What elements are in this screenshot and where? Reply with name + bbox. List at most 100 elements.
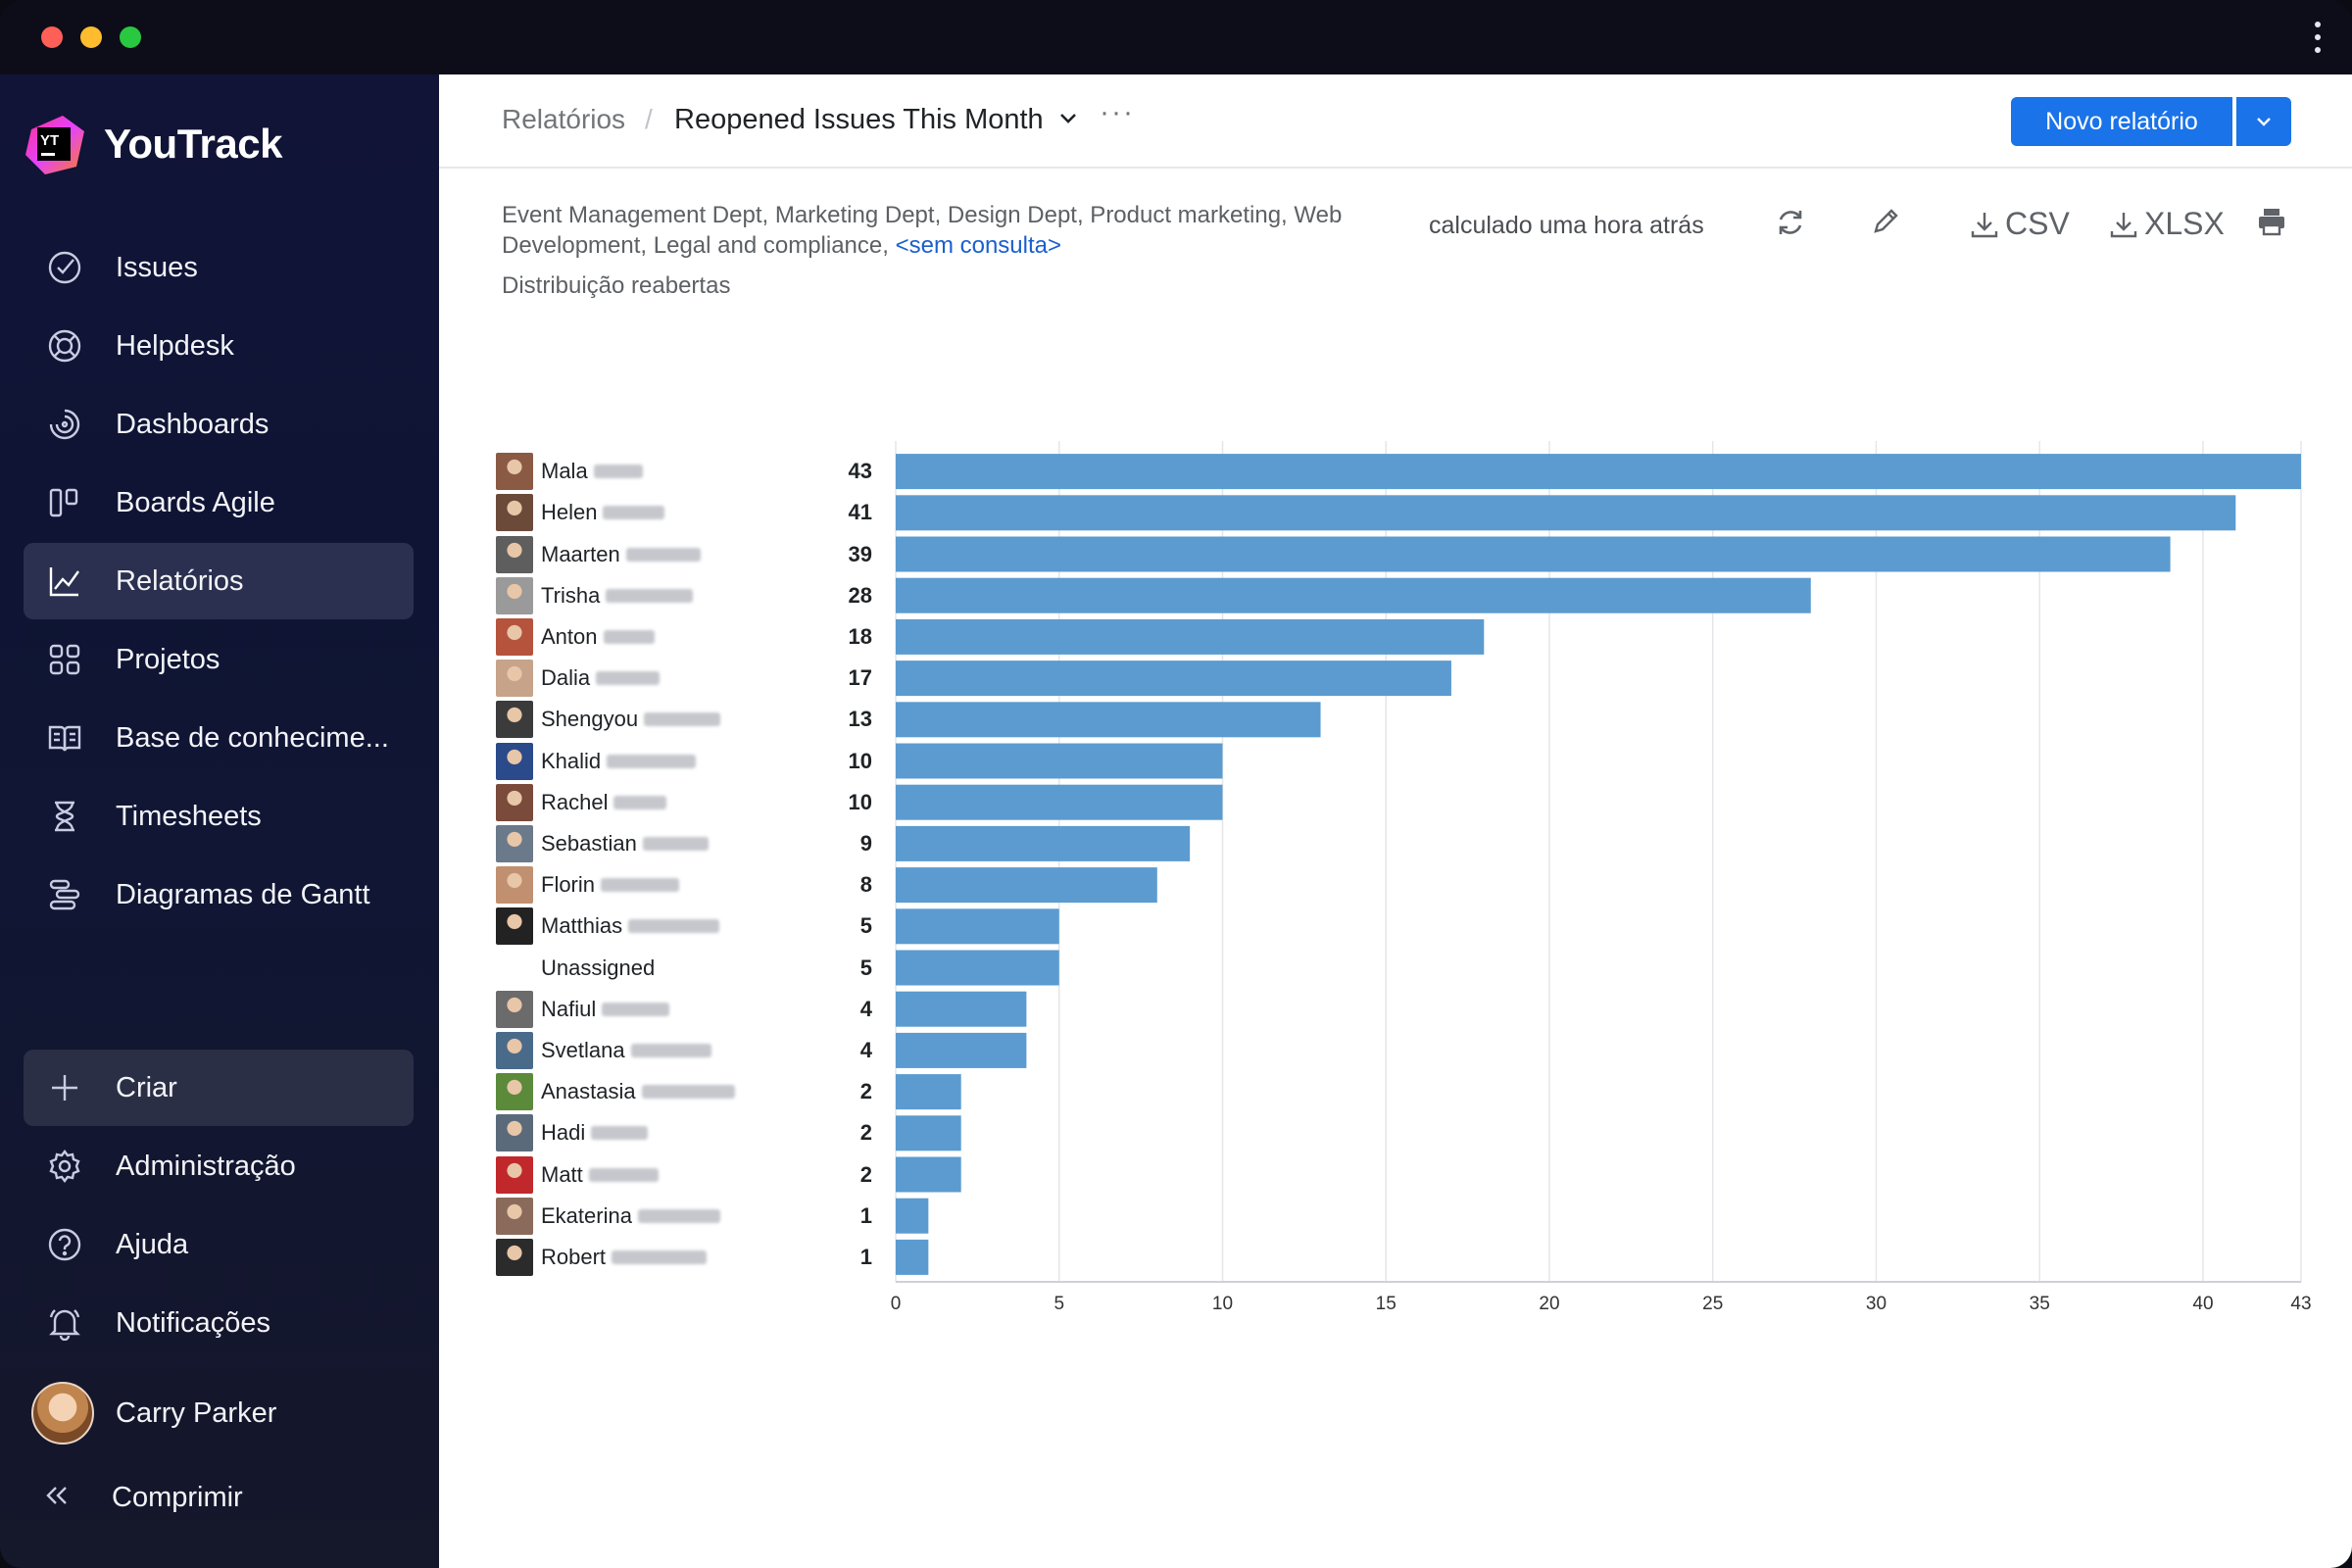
bar-anton[interactable] (896, 618, 1485, 655)
assignee-name: Unassigned (541, 955, 656, 980)
bar-florin[interactable] (896, 867, 1157, 904)
row-label-florin[interactable]: Florin (496, 866, 680, 905)
bar-khalid[interactable] (896, 743, 1223, 779)
assignee-name: Helen (541, 500, 598, 525)
bar-mala[interactable] (896, 454, 2301, 490)
row-label-helen[interactable]: Helen (496, 494, 665, 532)
row-label-matthias[interactable]: Matthias (496, 907, 720, 946)
svg-text:YT: YT (40, 132, 59, 149)
redacted-surname (628, 919, 720, 934)
bar-trisha[interactable] (896, 577, 1811, 613)
row-label-anton[interactable]: Anton (496, 617, 655, 656)
row-label-matt[interactable]: Matt (496, 1155, 659, 1194)
chevron-down-icon[interactable] (1058, 112, 1078, 130)
sidebar-item-dashboards[interactable]: Dashboards (24, 386, 414, 463)
report-projects-description: Event Management Dept, Marketing Dept, D… (502, 200, 1364, 261)
edit-button[interactable] (1870, 206, 1901, 237)
close-window-button[interactable] (41, 26, 63, 48)
bar-svetlana[interactable] (896, 1032, 1027, 1068)
redacted-surname (642, 836, 709, 851)
row-label-rachel[interactable]: Rachel (496, 783, 667, 821)
sidebar-item-projects[interactable]: Projetos (24, 621, 414, 698)
row-label-svetlana[interactable]: Svetlana (496, 1031, 711, 1069)
bar-unassigned[interactable] (896, 950, 1059, 986)
bar-anastasia[interactable] (896, 1074, 961, 1110)
row-label-robert[interactable]: Robert (496, 1238, 708, 1276)
bar-robert[interactable] (896, 1239, 929, 1275)
sidebar-item-administration[interactable]: Administração (24, 1128, 414, 1204)
query-link[interactable]: <sem consulta> (895, 232, 1062, 259)
sidebar-item-helpdesk[interactable]: Helpdesk (24, 308, 414, 384)
export-csv-label: CSV (2005, 206, 2070, 241)
avatar (496, 1155, 533, 1194)
sidebar-item-issues[interactable]: Issues (24, 229, 414, 306)
export-xlsx-button[interactable]: XLSX (2109, 206, 2225, 242)
bar-rachel[interactable] (896, 784, 1223, 820)
create-button[interactable]: Criar (24, 1050, 414, 1126)
assignee-name: Maarten (541, 541, 620, 566)
bar-value-label: 2 (859, 1079, 872, 1104)
brand[interactable]: YT YouTrack (24, 112, 282, 176)
bar-value-label: 43 (848, 459, 872, 484)
redacted-surname (612, 1250, 708, 1264)
assignee-name: Anastasia (541, 1079, 636, 1104)
bar-nafiul[interactable] (896, 991, 1027, 1027)
refresh-icon (1779, 211, 1802, 234)
avatar (496, 617, 533, 656)
sidebar-item-help[interactable]: Ajuda (24, 1206, 414, 1283)
sidebar-item-reports[interactable]: Relatórios (24, 543, 414, 619)
sidebar-item-timesheets[interactable]: Timesheets (24, 778, 414, 855)
minimize-window-button[interactable] (80, 26, 102, 48)
projects-grid-icon (45, 640, 84, 679)
row-label-shengyou[interactable]: Shengyou (496, 701, 721, 739)
new-report-dropdown-button[interactable] (2236, 97, 2291, 146)
print-button[interactable] (2256, 206, 2287, 237)
sidebar-item-knowledge-base[interactable]: Base de conhecime... (24, 700, 414, 776)
bar-ekaterina[interactable] (896, 1198, 929, 1234)
row-label-maarten[interactable]: Maarten (496, 535, 701, 573)
user-profile[interactable]: Carry Parker (31, 1382, 276, 1445)
row-label-anastasia[interactable]: Anastasia (496, 1073, 735, 1111)
x-tick-label: 20 (1539, 1294, 1559, 1309)
x-tick-label: 10 (1212, 1294, 1233, 1309)
sidebar-item-notifications[interactable]: Notificações (24, 1285, 414, 1361)
sidebar-item-agile-boards[interactable]: Boards Agile (24, 465, 414, 541)
x-tick-label: 35 (2030, 1294, 2050, 1309)
row-label-unassigned[interactable]: Unassigned (496, 950, 655, 987)
bar-sebastian[interactable] (896, 825, 1191, 861)
assignee-name: Dalia (541, 665, 591, 691)
bar-matt[interactable] (896, 1156, 961, 1193)
breadcrumb-root-link[interactable]: Relatórios (502, 104, 626, 134)
bar-value-label: 18 (848, 623, 872, 649)
download-icon (2110, 212, 2137, 237)
new-report-button[interactable]: Novo relatório (2011, 97, 2232, 146)
download-icon (1971, 212, 1998, 237)
row-label-mala[interactable]: Mala (496, 453, 643, 491)
row-label-sebastian[interactable]: Sebastian (496, 824, 709, 862)
more-options-button[interactable]: ··· (1100, 96, 1135, 128)
sidebar-item-label: Projetos (116, 643, 220, 675)
row-label-hadi[interactable]: Hadi (496, 1114, 649, 1152)
refresh-button[interactable] (1774, 206, 1807, 239)
page-title[interactable]: Reopened Issues This Month (674, 104, 1044, 135)
sidebar-item-gantt[interactable]: Diagramas de Gantt (24, 857, 414, 933)
row-label-khalid[interactable]: Khalid (496, 742, 697, 780)
kebab-icon[interactable] (2313, 22, 2323, 53)
bar-value-label: 13 (848, 707, 872, 732)
bar-shengyou[interactable] (896, 702, 1321, 738)
collapse-sidebar-button[interactable]: Comprimir (43, 1482, 243, 1514)
bar-dalia[interactable] (896, 661, 1451, 697)
avatar (496, 990, 533, 1028)
maximize-window-button[interactable] (120, 26, 141, 48)
export-csv-button[interactable]: CSV (1970, 206, 2070, 242)
bar-hadi[interactable] (896, 1115, 961, 1152)
bar-helen[interactable] (896, 495, 2236, 531)
row-label-dalia[interactable]: Dalia (496, 660, 661, 698)
row-label-trisha[interactable]: Trisha (496, 576, 694, 614)
row-label-ekaterina[interactable]: Ekaterina (496, 1197, 720, 1235)
redacted-surname (630, 1043, 711, 1057)
row-label-nafiul[interactable]: Nafiul (496, 990, 670, 1028)
avatar (496, 1238, 533, 1276)
bar-matthias[interactable] (896, 908, 1059, 945)
bar-maarten[interactable] (896, 536, 2171, 572)
